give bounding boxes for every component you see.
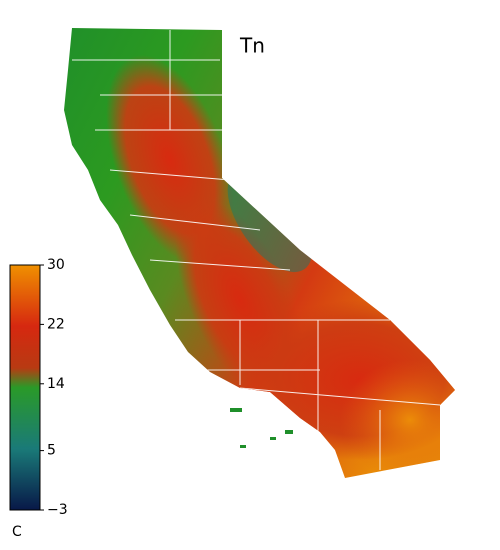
colorbar-tick-label: −3 [47, 502, 68, 518]
colorbar [9, 264, 41, 511]
map-title: Tn [239, 34, 265, 58]
colorbar-tick-label: 30 [47, 257, 65, 273]
colorbar-unit: C [12, 524, 22, 540]
colorbar-tick-label: 14 [47, 376, 65, 392]
california-map [64, 28, 455, 478]
colorbar-tick-label: 22 [47, 316, 65, 332]
islands [230, 408, 293, 448]
colorbar-tick-label: 5 [47, 443, 56, 459]
